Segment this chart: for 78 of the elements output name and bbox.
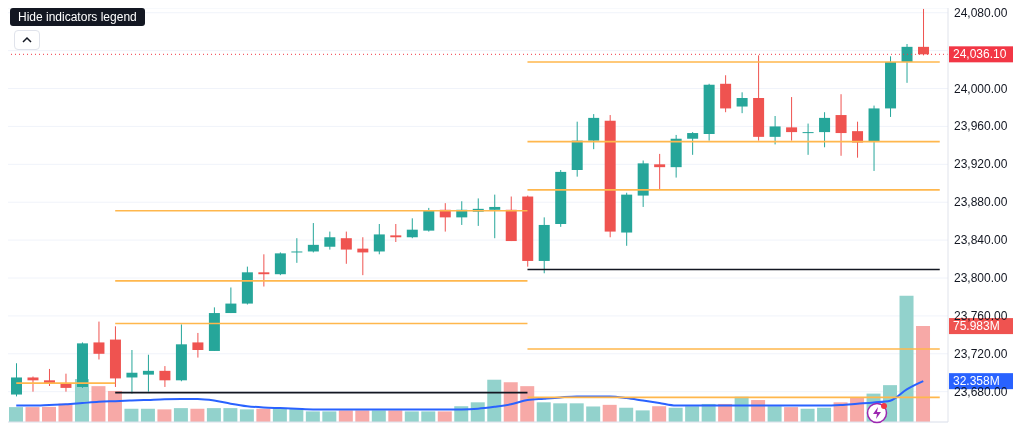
y-tick-label: 24,000.00 — [954, 81, 1008, 96]
bar — [239, 409, 254, 422]
candlestick — [258, 253, 270, 288]
bar — [91, 386, 106, 422]
candlestick — [736, 91, 748, 114]
bar — [206, 408, 221, 422]
bar — [817, 407, 832, 422]
bar — [784, 407, 799, 422]
y-tick-label: 23,960.00 — [954, 119, 1008, 134]
bar — [338, 410, 353, 422]
candlestick — [406, 217, 418, 239]
bar — [800, 408, 815, 422]
bar — [173, 408, 188, 422]
bar — [652, 406, 667, 422]
bar — [157, 409, 172, 422]
y-tick-label: 23,880.00 — [954, 195, 1008, 210]
bar — [140, 408, 155, 422]
candlestick — [373, 223, 385, 255]
bar — [899, 295, 914, 422]
candlestick — [291, 237, 303, 264]
candlestick — [93, 321, 105, 360]
ref-line-label: 24,036.10 — [953, 47, 1007, 62]
bar — [190, 408, 205, 422]
y-tick-label: 23,720.00 — [954, 346, 1008, 361]
candlestick — [802, 123, 814, 156]
candlestick — [918, 8, 930, 56]
bar — [536, 402, 551, 422]
bar — [586, 406, 601, 422]
candlestick — [225, 286, 237, 314]
candlestick — [769, 115, 781, 145]
candlestick — [423, 207, 435, 233]
bar — [256, 408, 271, 422]
bar — [503, 382, 518, 422]
bar — [916, 326, 931, 422]
candlestick — [192, 332, 204, 359]
candlestick — [274, 251, 286, 276]
bar — [223, 408, 238, 422]
bar — [404, 411, 419, 422]
candlestick — [901, 43, 913, 84]
bar — [9, 407, 23, 422]
bar — [668, 407, 683, 422]
candlestick — [489, 194, 501, 239]
bar — [322, 411, 337, 422]
bar — [355, 410, 370, 422]
candlestick — [142, 354, 154, 393]
candlestick — [588, 113, 600, 150]
bar — [371, 410, 386, 422]
candlestick — [687, 131, 699, 156]
candlestick — [835, 93, 847, 157]
bar — [25, 407, 40, 422]
bar — [569, 403, 584, 422]
bar — [421, 411, 436, 422]
candlestick — [819, 111, 831, 148]
candlestick — [27, 376, 39, 393]
bar — [124, 408, 139, 422]
bar — [487, 379, 502, 422]
candlestick — [786, 96, 798, 142]
bar — [437, 411, 452, 422]
y-tick-label: 23,800.00 — [954, 271, 1008, 285]
candlestick — [159, 365, 171, 388]
bar — [388, 410, 403, 422]
bar — [305, 411, 320, 422]
bar — [635, 410, 650, 422]
y-tick-label: 24,080.00 — [954, 5, 1008, 20]
candlestick — [852, 121, 864, 159]
annotation: Hide indicators legend — [10, 8, 145, 26]
candlestick — [340, 231, 352, 265]
candlestick — [11, 362, 22, 397]
y-tick-label: 23,920.00 — [954, 157, 1008, 172]
bar — [272, 408, 287, 422]
candlestick — [654, 153, 666, 191]
y-tick-label: 23,840.00 — [954, 233, 1008, 248]
y-tick-label: 23,680.00 — [954, 384, 1008, 399]
candlestick — [307, 222, 319, 253]
bar — [41, 406, 56, 422]
bar — [619, 407, 634, 422]
bar — [553, 403, 568, 422]
bar — [602, 404, 617, 422]
